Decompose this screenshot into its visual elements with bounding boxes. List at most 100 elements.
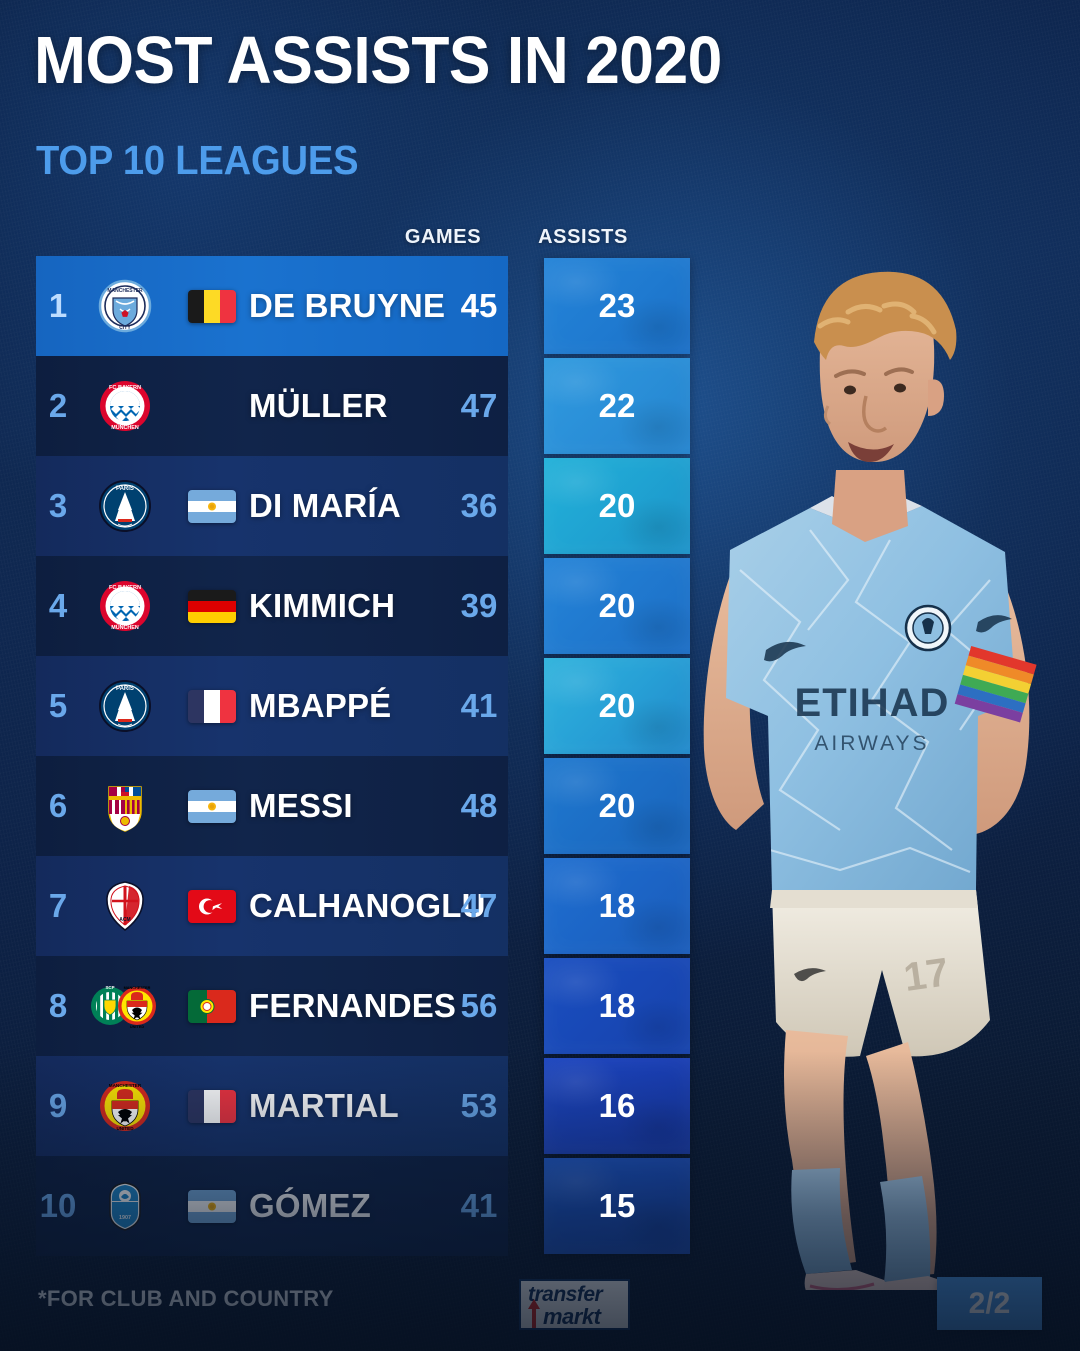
svg-text:CITY: CITY — [119, 325, 131, 331]
country-flag-icon — [180, 1056, 244, 1156]
assists-number: 20 — [598, 487, 636, 524]
assists-value-block: 23 — [544, 258, 690, 354]
club-crest-icon: SCP MANCHESTER UNITED — [88, 956, 162, 1056]
svg-text:MANCHESTER: MANCHESTER — [124, 986, 151, 990]
club-crest-icon: MANCHESTER CITY — [88, 256, 162, 356]
country-flag-icon — [180, 256, 244, 356]
svg-text:PARIS: PARIS — [116, 686, 134, 692]
table-row[interactable]: 6 MESSI 48 20 — [36, 756, 690, 856]
assists-number: 16 — [598, 1087, 636, 1124]
svg-text:MANCHESTER: MANCHESTER — [109, 1083, 142, 1088]
country-flag-icon — [180, 956, 244, 1056]
player-photo: ETIHAD AIRWAYS — [660, 230, 1080, 1310]
assists-number: 18 — [598, 987, 636, 1024]
assists-value-block: 20 — [544, 658, 690, 754]
rank-number: 6 — [48, 787, 68, 824]
assists-value-block: 20 — [544, 558, 690, 654]
assists-number: 15 — [598, 1187, 636, 1224]
club-crest-icon: PARIS — [88, 456, 162, 556]
svg-text:MÜNCHEN: MÜNCHEN — [111, 624, 139, 631]
svg-text:AIRWAYS: AIRWAYS — [814, 732, 929, 755]
svg-text:FC BAYERN: FC BAYERN — [109, 385, 141, 391]
table-row[interactable]: 10 1907 GÓMEZ 41 15 — [36, 1156, 690, 1256]
column-header-assists: ASSISTS — [538, 226, 628, 248]
transfermarkt-logo: transfer markt — [519, 1279, 630, 1330]
column-header-games: GAMES — [404, 226, 482, 248]
rank-number: 9 — [48, 1087, 68, 1124]
svg-text:SCP: SCP — [105, 985, 114, 990]
table-row[interactable]: 3 PARIS DI MARÍA 36 20 — [36, 456, 690, 556]
player-name: GÓMEZ — [249, 1187, 371, 1224]
club-crest-icon: 1907 — [88, 1156, 162, 1256]
svg-text:UNITED: UNITED — [116, 1126, 134, 1131]
games-number: 53 — [460, 1087, 498, 1124]
table-row[interactable]: 2 FC BAYERN MÜNCHEN MÜLLER 47 22 — [36, 356, 690, 456]
club-crest-icon — [88, 756, 162, 856]
table-row[interactable]: 1 MANCHESTER CITY DE BRUYNE 45 23 — [36, 256, 690, 356]
club-crest-icon: PARIS — [88, 656, 162, 756]
footnote: *FOR CLUB AND COUNTRY — [38, 1286, 334, 1311]
player-name: MÜLLER — [249, 387, 388, 424]
games-number: 45 — [460, 287, 498, 324]
table-row[interactable]: 4 FC BAYERN MÜNCHEN KIMMICH 39 20 — [36, 556, 690, 656]
assists-value-block: 18 — [544, 958, 690, 1054]
table-row[interactable]: 5 PARIS MBAPPÉ 41 20 — [36, 656, 690, 756]
player-name: FERNANDES — [249, 987, 457, 1024]
assists-number: 20 — [598, 687, 636, 724]
assists-value-block: 20 — [544, 758, 690, 854]
country-flag-icon — [180, 456, 244, 556]
country-flag-icon — [180, 756, 244, 856]
games-number: 47 — [460, 887, 498, 924]
logo-text-markt: markt — [543, 1304, 601, 1329]
svg-text:1907: 1907 — [119, 1215, 131, 1221]
club-crest-icon: MANCHESTER UNITED — [88, 1056, 162, 1156]
rank-number: 5 — [48, 687, 68, 724]
rank-number: 3 — [48, 487, 68, 524]
assists-value-block: 20 — [544, 458, 690, 554]
assists-value-block: 18 — [544, 858, 690, 954]
player-name: MBAPPÉ — [249, 687, 392, 724]
player-name: KIMMICH — [249, 587, 396, 624]
rank-number: 4 — [48, 587, 68, 624]
country-flag-icon — [180, 1156, 244, 1256]
logo-text-transfer: transfer — [528, 1283, 603, 1306]
page-indicator-badge: 2/2 — [937, 1277, 1042, 1330]
table-row[interactable]: 9 MANCHESTER UNITED MARTIAL 53 16 — [36, 1056, 690, 1156]
svg-text:ACM: ACM — [119, 917, 130, 923]
player-name: MESSI — [249, 787, 353, 824]
svg-text:MÜNCHEN: MÜNCHEN — [111, 424, 139, 431]
player-name: MARTIAL — [249, 1087, 399, 1124]
svg-text:PARIS: PARIS — [116, 486, 134, 492]
assists-number: 20 — [598, 787, 636, 824]
svg-text:ETIHAD: ETIHAD — [795, 681, 950, 725]
country-flag-icon — [180, 556, 244, 656]
country-flag-icon — [180, 856, 244, 956]
table-row[interactable]: 7 ACM CALHANOGLU 47 18 — [36, 856, 690, 956]
svg-text:17: 17 — [901, 950, 951, 1000]
page-title: MOST ASSISTS IN 2020 — [34, 23, 722, 98]
assists-number: 23 — [598, 287, 636, 324]
games-number: 56 — [460, 987, 498, 1024]
assists-number: 22 — [598, 387, 636, 424]
games-number: 48 — [460, 787, 498, 824]
games-number: 41 — [460, 1187, 498, 1224]
ranking-table: 1 MANCHESTER CITY DE BRUYNE 45 23 2 FC BAYERN MÜ… — [36, 256, 690, 1256]
svg-text:UNITED: UNITED — [130, 1025, 144, 1029]
assists-value-block: 22 — [544, 358, 690, 454]
games-number: 47 — [460, 387, 498, 424]
svg-text:MANCHESTER: MANCHESTER — [107, 288, 143, 294]
table-row[interactable]: 8 SCP MANCHESTER UNITED FERNANDES 56 18 — [36, 956, 690, 1056]
games-number: 36 — [460, 487, 498, 524]
club-crest-icon: FC BAYERN MÜNCHEN — [88, 356, 162, 456]
assists-value-block: 15 — [544, 1158, 690, 1254]
page-indicator-text: 2/2 — [968, 1286, 1011, 1320]
rank-number: 2 — [48, 387, 68, 424]
assists-value-block: 16 — [544, 1058, 690, 1154]
games-number: 41 — [460, 687, 498, 724]
games-number: 39 — [460, 587, 498, 624]
logo-arrow-icon — [528, 1299, 540, 1328]
rank-number: 8 — [48, 987, 68, 1024]
player-name: CALHANOGLU — [249, 887, 486, 924]
assists-number: 20 — [598, 587, 636, 624]
